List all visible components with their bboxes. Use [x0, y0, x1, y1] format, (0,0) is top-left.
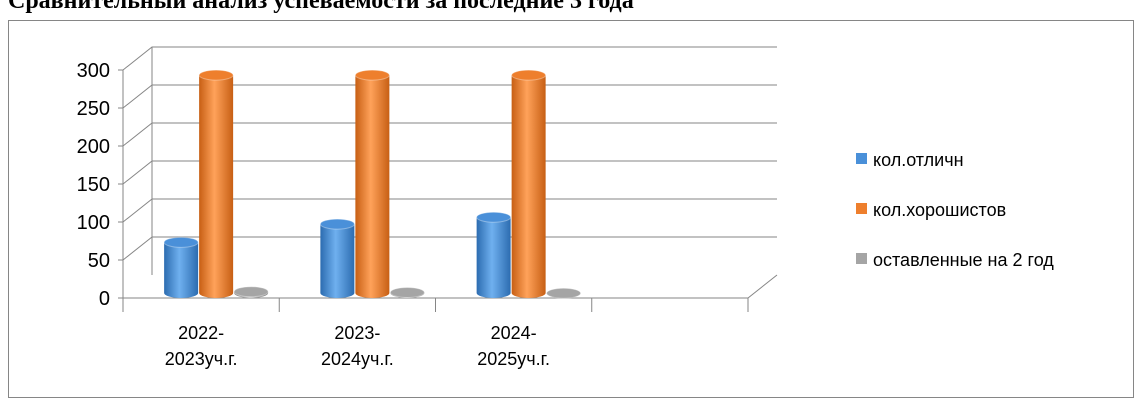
- chart-frame: [8, 20, 1134, 398]
- legend: кол.отличн кол.хорошистов оставленные на 2…: [856, 150, 1054, 270]
- bar-top: [198, 69, 234, 81]
- gridline: [122, 198, 777, 223]
- legend-swatch: [856, 153, 867, 164]
- y-tick-label: 50: [88, 250, 110, 272]
- legend-swatch: [856, 203, 867, 214]
- bar-body: [355, 75, 390, 299]
- bar-1-0: [198, 69, 234, 299]
- gridline: [122, 46, 777, 71]
- bars-layer: [163, 69, 582, 299]
- y-tick-label: 200: [77, 136, 110, 158]
- y-tick-label: 250: [77, 98, 110, 120]
- legend-label: кол.хорошистов: [873, 200, 1006, 220]
- bar-top: [354, 69, 390, 81]
- bar-2-1: [389, 286, 425, 298]
- bar-body: [476, 217, 511, 298]
- bar-body: [199, 75, 234, 299]
- bar-2-2: [546, 287, 582, 299]
- x-tick-label: 2023уч.г.: [165, 349, 238, 369]
- gridline: [122, 236, 777, 261]
- x-tick-label: 2023-: [334, 323, 380, 343]
- gridline: [122, 84, 777, 109]
- gridline: [122, 122, 777, 147]
- bar-0-0: [163, 236, 199, 298]
- grid-layer: [118, 46, 778, 312]
- bar-top: [476, 211, 512, 223]
- y-tick-label: 300: [77, 60, 110, 82]
- bar-top: [511, 69, 547, 81]
- x-tick-label: 2025уч.г.: [477, 349, 550, 369]
- bar-top: [163, 236, 199, 248]
- legend-label: кол.отличн: [873, 150, 964, 170]
- x-tick-label: 2022-: [178, 323, 224, 343]
- bar-1-1: [354, 69, 390, 299]
- bar-0-2: [476, 211, 512, 298]
- labels-layer: 0 50 100 150 200 250 300 2022- 2023уч.г. 2023- 202…: [77, 60, 550, 369]
- gridline: [122, 160, 777, 185]
- bar-body: [511, 75, 546, 299]
- bar-1-2: [511, 69, 547, 299]
- x-tick-label: 2024-: [491, 323, 537, 343]
- bar-top: [319, 218, 355, 230]
- y-tick-label: 150: [77, 174, 110, 196]
- bar-0-1: [319, 218, 355, 298]
- bar-top: [546, 287, 582, 299]
- legend-label: оставленные на 2 год: [873, 250, 1054, 270]
- y-tick-label: 0: [99, 288, 110, 310]
- legend-swatch: [856, 253, 867, 264]
- bar-top: [389, 286, 425, 298]
- y-tick-label: 100: [77, 212, 110, 234]
- bar-body: [164, 242, 199, 298]
- bar-body: [320, 224, 355, 298]
- x-tick-label: 2024уч.г.: [321, 349, 394, 369]
- page-heading: Сравнительный анализ успеваемости за пос…: [8, 0, 634, 14]
- bar-2-0: [233, 286, 269, 298]
- bar-top: [233, 286, 269, 298]
